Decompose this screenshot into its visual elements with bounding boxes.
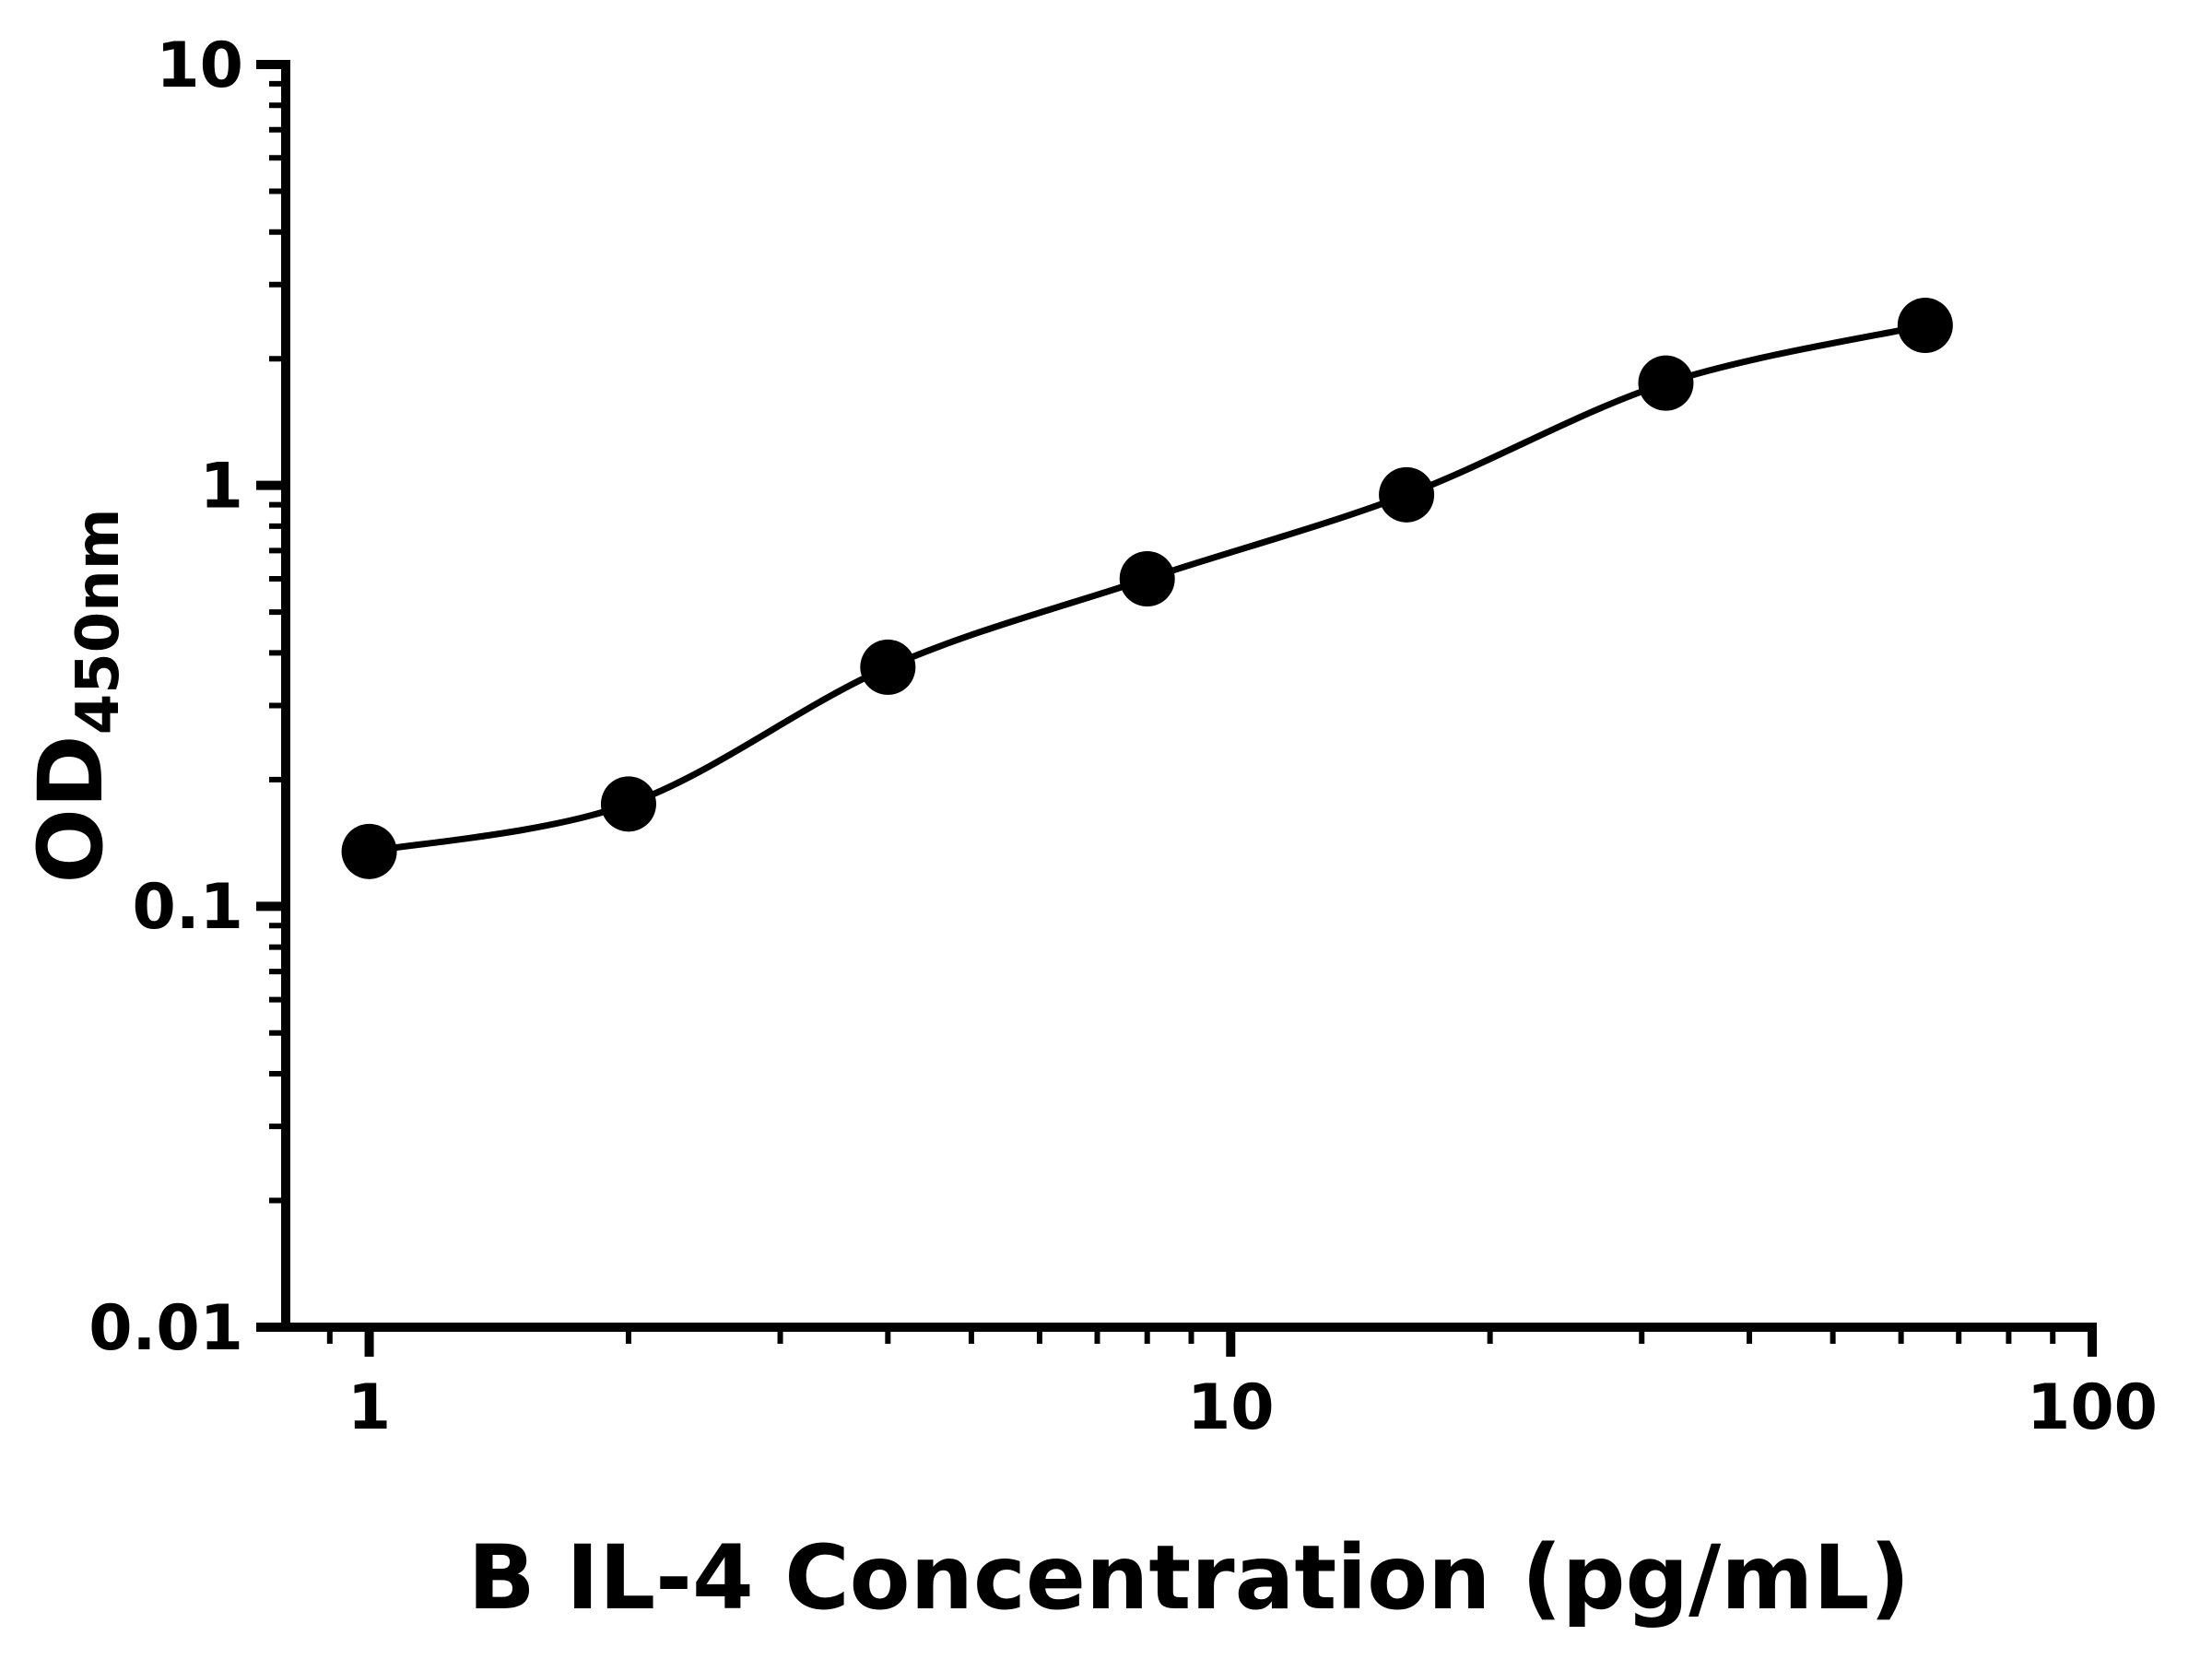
plot-area: 1 10 100 0.01 0.1 1 10	[88, 29, 2158, 1444]
y-axis-title-main: OD	[19, 735, 123, 883]
y-tick-label: 0.1	[133, 871, 243, 944]
data-point	[860, 639, 916, 695]
y-tick-label: 0.01	[88, 1292, 243, 1365]
data-point	[600, 776, 656, 832]
data-point	[1379, 466, 1435, 523]
x-tick-label: 100	[2027, 1371, 2158, 1444]
y-tick-label: 10	[156, 29, 243, 102]
axis-spines	[281, 60, 2097, 1332]
data-point	[1897, 298, 1953, 354]
data-point	[341, 823, 397, 879]
data-point	[1638, 355, 1694, 411]
x-tick-label: 10	[1187, 1371, 1275, 1444]
y-tick-label: 1	[200, 450, 243, 523]
y-axis-title: OD450nm	[19, 508, 133, 883]
x-tick-label: 1	[347, 1371, 391, 1444]
y-axis-title-subscript: 450nm	[65, 508, 133, 735]
x-axis-title: B IL-4 Concentration (pg/mL)	[468, 1526, 1911, 1630]
data-point	[1119, 550, 1175, 606]
